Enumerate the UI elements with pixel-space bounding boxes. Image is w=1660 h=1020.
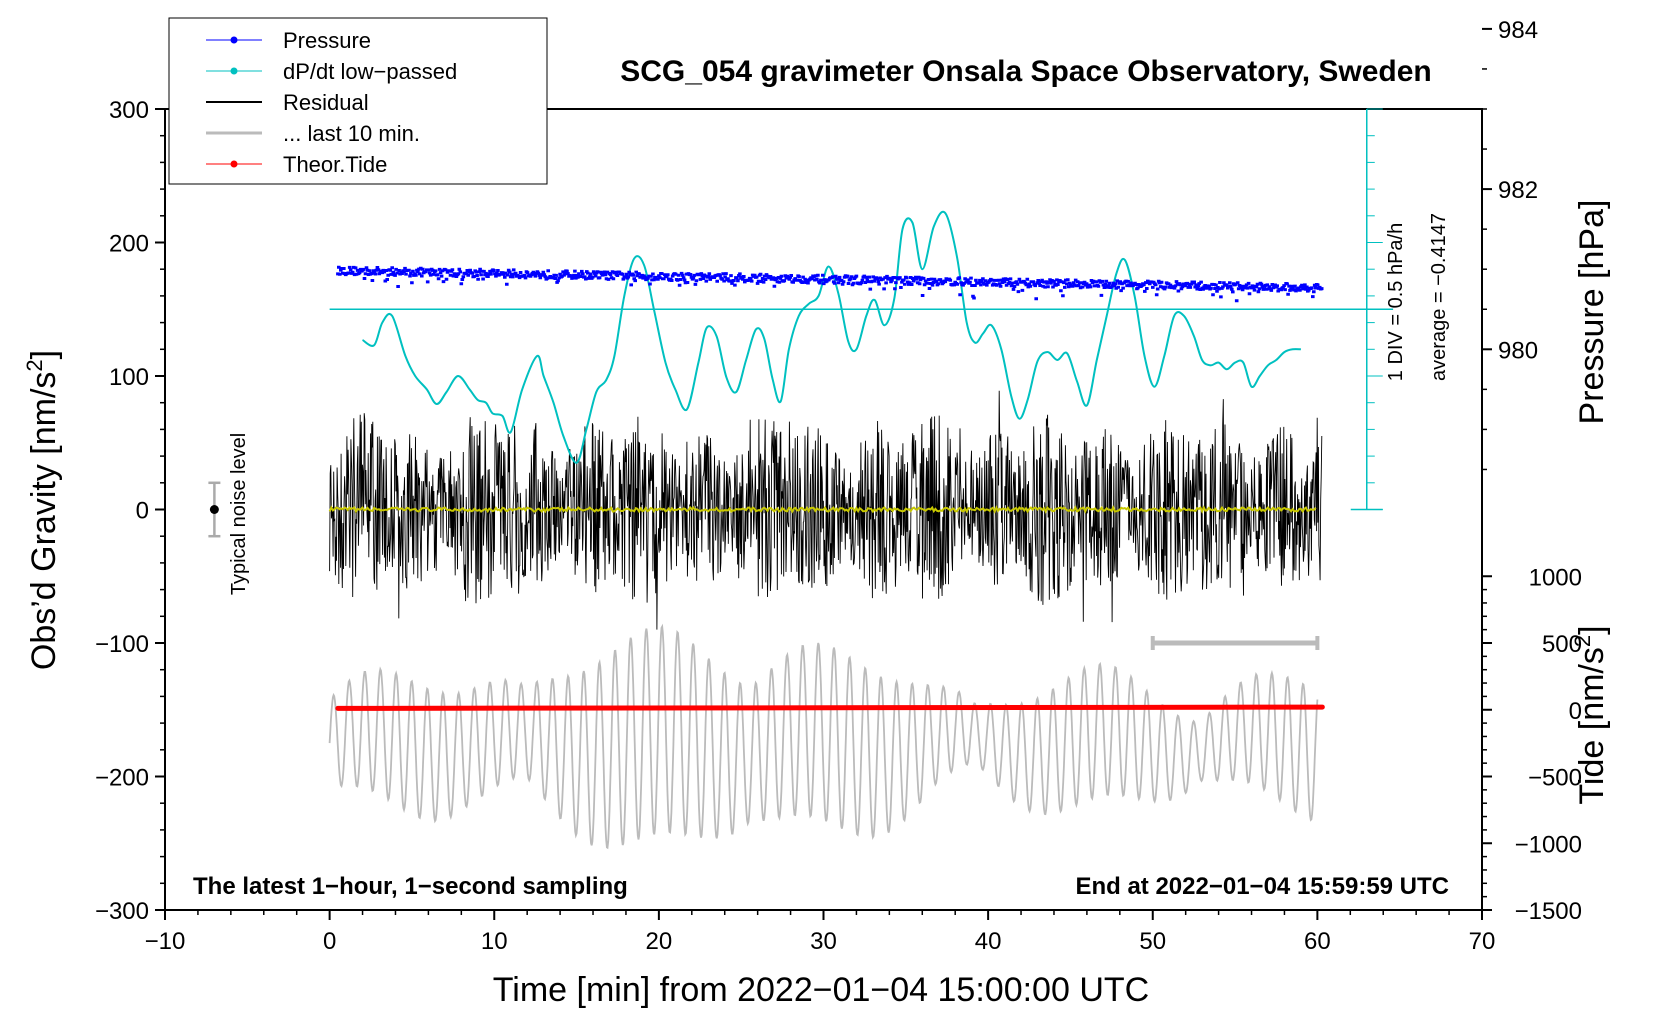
x-tick-label: 50 [1139, 928, 1166, 955]
tide-line [335, 704, 1325, 711]
noise-bar-dot [209, 505, 219, 514]
tide-tick-label: −500 [1528, 765, 1582, 792]
y-axis-pressure: 986984982980 [1482, 17, 1538, 471]
tide-tick-label: 0 [1569, 698, 1582, 725]
y-tick-label: 0 [136, 498, 149, 525]
svg-text:Pressure: Pressure [283, 28, 371, 53]
chart-title: SCG_054 gravimeter Onsala Space Observat… [620, 55, 1432, 88]
x-tick-label: 20 [646, 928, 673, 955]
legend-item-dpdt: dP/dt low−passed [206, 59, 457, 84]
last10-range-bar [1150, 636, 1320, 650]
y-tick-label: 100 [109, 364, 149, 391]
noise-level-bar [208, 481, 221, 538]
y-tick-label: −100 [95, 631, 149, 658]
pressure-tick-label: 980 [1498, 337, 1538, 364]
x-tick-label: 40 [975, 928, 1002, 955]
x-axis-label: Time [min] from 2022−01−04 15:00:00 UTC [493, 971, 1149, 1009]
x-axis: −10 0 10 20 30 40 50 60 70 [145, 910, 1496, 955]
y-axis-left: 300 200 100 0 −100 −200 −300 [95, 97, 165, 925]
x-tick-label: 0 [323, 928, 336, 955]
pressure-tick-label: 984 [1498, 17, 1538, 44]
x-tick-label: −10 [145, 928, 186, 955]
y-tick-label: 200 [109, 231, 149, 258]
y-axis-left-label: Obs’d Gravity [nm/s2] [22, 350, 63, 670]
legend-item-last10: ... last 10 min. [206, 121, 420, 146]
pressure-tick-label: 982 [1498, 177, 1538, 204]
noise-level-label: Typical noise level [228, 433, 250, 595]
last10-line [328, 623, 1319, 850]
residual-smooth-series [328, 505, 1317, 515]
y-tick-label: 300 [109, 97, 149, 124]
pressure-points [336, 265, 1324, 303]
svg-text:Theor.Tide: Theor.Tide [283, 152, 387, 177]
tide-tick-label: 500 [1542, 631, 1582, 658]
legend-item-pressure: Pressure [206, 28, 371, 53]
svg-text:Residual: Residual [283, 90, 369, 115]
legend-marker-tide [230, 160, 238, 168]
residual-line [329, 390, 1323, 630]
residual-smooth-line [328, 505, 1317, 515]
sampling-note: The latest 1−hour, 1−second sampling [193, 873, 628, 900]
svg-text:... last 10 min.: ... last 10 min. [283, 121, 420, 146]
x-tick-label: 60 [1304, 928, 1331, 955]
legend: Pressure dP/dt low−passed Residual ... l… [168, 17, 548, 185]
tide-tick-label: 1000 [1529, 564, 1582, 591]
y-tick-label: −300 [95, 898, 149, 925]
svg-text:dP/dt low−passed: dP/dt low−passed [283, 59, 457, 84]
y-axis-pressure-label: Pressure [hPa] [1573, 200, 1611, 425]
tide-tick-label: −1500 [1515, 898, 1582, 925]
last10-series [328, 623, 1319, 850]
tide-tick-label: −1000 [1515, 831, 1582, 858]
x-tick-label: 70 [1469, 928, 1496, 955]
legend-item-tide: Theor.Tide [206, 152, 387, 177]
dpdt-series [361, 210, 1301, 464]
tide-series [335, 704, 1325, 711]
y-axis-tide: 1000 500 0 −500 −1000 −1500 [1482, 564, 1582, 925]
dpdt-scale-label: 1 DIV = 0.5 hPa/h [1385, 223, 1407, 381]
dpdt-average-label: average = −0.4147 [1428, 213, 1450, 381]
legend-marker-dpdt [230, 67, 238, 75]
y-tick-label: −200 [95, 765, 149, 792]
dpdt-scale-axis [329, 108, 1394, 511]
x-tick-label: 30 [810, 928, 837, 955]
legend-marker-pressure [230, 36, 238, 44]
legend-item-residual: Residual [206, 90, 369, 115]
end-time-note: End at 2022−01−04 15:59:59 UTC [1075, 873, 1449, 900]
dpdt-line [361, 210, 1301, 464]
pressure-series [336, 265, 1324, 303]
y-axis-tide-label: Tide [nm/s2] [1570, 625, 1611, 804]
residual-series [329, 390, 1323, 630]
x-tick-label: 10 [481, 928, 508, 955]
